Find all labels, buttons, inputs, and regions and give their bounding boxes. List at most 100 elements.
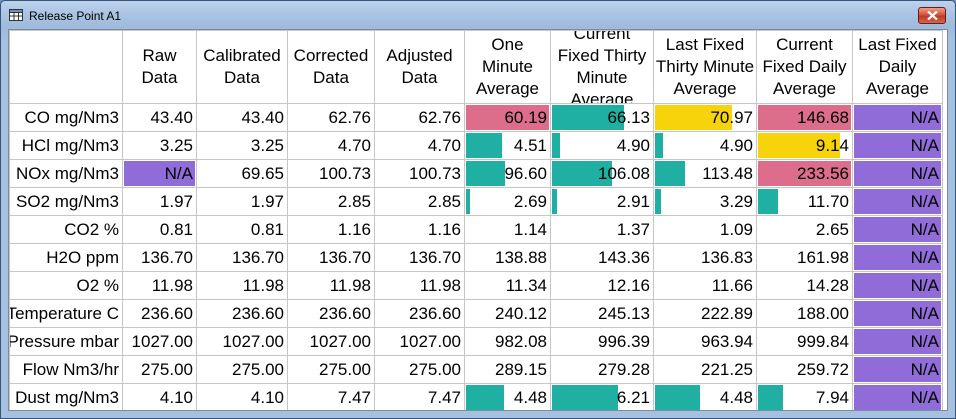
data-cell[interactable]: 4.48: [464, 383, 551, 410]
data-cell[interactable]: N/A: [852, 103, 943, 132]
data-cell[interactable]: 1027.00: [374, 327, 465, 356]
data-cell[interactable]: 233.56: [756, 159, 853, 188]
data-cell[interactable]: 275.00: [122, 355, 197, 384]
data-cell[interactable]: 1.37: [550, 215, 654, 244]
data-cell[interactable]: 1027.00: [287, 327, 375, 356]
data-cell[interactable]: 1027.00: [196, 327, 288, 356]
data-cell[interactable]: 4.51: [464, 131, 551, 160]
data-cell[interactable]: N/A: [852, 383, 943, 410]
data-cell[interactable]: 11.70: [756, 187, 853, 216]
table-row[interactable]: HCl mg/Nm3 3.25 3.25 4.70 4.70 4.51 4.90 4.90 9.…: [9, 131, 943, 160]
data-cell[interactable]: 7.47: [374, 383, 465, 410]
column-header-corrected-data[interactable]: Corrected Data: [287, 30, 375, 104]
data-cell[interactable]: 4.10: [196, 383, 288, 410]
table-row[interactable]: Pressure mbar 1027.00 1027.00 1027.00 1027.0…: [9, 327, 943, 356]
data-cell[interactable]: 2.91: [550, 187, 654, 216]
data-cell[interactable]: 2.69: [464, 187, 551, 216]
data-cell[interactable]: 222.89: [653, 299, 757, 328]
data-cell[interactable]: 275.00: [374, 355, 465, 384]
data-cell[interactable]: 3.25: [196, 131, 288, 160]
data-cell[interactable]: 146.68: [756, 103, 853, 132]
data-cell[interactable]: 136.70: [287, 243, 375, 272]
data-cell[interactable]: 4.90: [653, 131, 757, 160]
data-cell[interactable]: 963.94: [653, 327, 757, 356]
data-cell[interactable]: 0.81: [122, 215, 197, 244]
data-cell[interactable]: 113.48: [653, 159, 757, 188]
column-header-last-fixed-thirty-minute-average[interactable]: Last Fixed Thirty Minute Average: [653, 30, 757, 104]
data-cell[interactable]: N/A: [852, 159, 943, 188]
data-cell[interactable]: 161.98: [756, 243, 853, 272]
data-cell[interactable]: 259.72: [756, 355, 853, 384]
data-cell[interactable]: N/A: [122, 159, 197, 188]
column-header-one-minute-average[interactable]: One Minute Average: [464, 30, 551, 104]
data-cell[interactable]: 106.08: [550, 159, 654, 188]
data-cell[interactable]: 143.36: [550, 243, 654, 272]
data-cell[interactable]: 245.13: [550, 299, 654, 328]
column-header-calibrated-data[interactable]: Calibrated Data: [196, 30, 288, 104]
data-cell[interactable]: 4.90: [550, 131, 654, 160]
data-cell[interactable]: N/A: [852, 271, 943, 300]
data-cell[interactable]: 43.40: [196, 103, 288, 132]
table-row[interactable]: Flow Nm3/hr 275.00 275.00 275.00 275.00 289.1…: [9, 355, 943, 384]
data-cell[interactable]: 1.97: [196, 187, 288, 216]
table-row[interactable]: CO mg/Nm3 43.40 43.40 62.76 62.76 60.19 66.13 7…: [9, 103, 943, 132]
data-cell[interactable]: 11.98: [374, 271, 465, 300]
column-header-last-fixed-daily-average[interactable]: Last Fixed Daily Average: [852, 30, 943, 104]
table-row[interactable]: Dust mg/Nm3 4.10 4.10 7.47 7.47 4.48 6.21 4.48 7…: [9, 383, 943, 410]
column-header-raw-data[interactable]: Raw Data: [122, 30, 197, 104]
data-cell[interactable]: N/A: [852, 131, 943, 160]
data-cell[interactable]: N/A: [852, 327, 943, 356]
data-cell[interactable]: N/A: [852, 187, 943, 216]
data-cell[interactable]: 7.47: [287, 383, 375, 410]
data-cell[interactable]: 236.60: [122, 299, 197, 328]
data-cell[interactable]: 9.14: [756, 131, 853, 160]
data-cell[interactable]: 11.98: [287, 271, 375, 300]
data-cell[interactable]: 1.14: [464, 215, 551, 244]
data-cell[interactable]: 3.29: [653, 187, 757, 216]
data-cell[interactable]: 66.13: [550, 103, 654, 132]
data-cell[interactable]: 279.28: [550, 355, 654, 384]
data-cell[interactable]: 11.98: [122, 271, 197, 300]
data-cell[interactable]: 1.16: [374, 215, 465, 244]
data-cell[interactable]: 14.28: [756, 271, 853, 300]
data-cell[interactable]: N/A: [852, 243, 943, 272]
table-row[interactable]: CO2 % 0.81 0.81 1.16 1.16 1.14 1.37 1.09 2.65 N/A: [9, 215, 943, 244]
data-cell[interactable]: 11.98: [196, 271, 288, 300]
data-cell[interactable]: 136.83: [653, 243, 757, 272]
title-bar[interactable]: Release Point A1: [1, 1, 955, 29]
table-row[interactable]: H2O ppm 136.70 136.70 136.70 136.70 138.88 143…: [9, 243, 943, 272]
table-row[interactable]: O2 % 11.98 11.98 11.98 11.98 11.34 12.16 11.66 1…: [9, 271, 943, 300]
column-header-current-fixed-thirty-minute-average[interactable]: Current Fixed Thirty Minute Average: [550, 30, 654, 104]
data-cell[interactable]: 2.65: [756, 215, 853, 244]
data-cell[interactable]: 275.00: [287, 355, 375, 384]
data-cell[interactable]: 4.48: [653, 383, 757, 410]
data-cell[interactable]: 236.60: [374, 299, 465, 328]
data-cell[interactable]: 60.19: [464, 103, 551, 132]
data-cell[interactable]: 7.94: [756, 383, 853, 410]
data-cell[interactable]: 236.60: [287, 299, 375, 328]
data-cell[interactable]: 2.85: [287, 187, 375, 216]
data-cell[interactable]: 4.10: [122, 383, 197, 410]
data-cell[interactable]: 4.70: [287, 131, 375, 160]
data-cell[interactable]: 136.70: [122, 243, 197, 272]
data-cell[interactable]: 1.97: [122, 187, 197, 216]
table-row[interactable]: NOx mg/Nm3 N/A 69.65 100.73 100.73 96.60 106.0…: [9, 159, 943, 188]
data-cell[interactable]: 996.39: [550, 327, 654, 356]
data-cell[interactable]: 188.00: [756, 299, 853, 328]
data-cell[interactable]: 221.25: [653, 355, 757, 384]
data-cell[interactable]: 136.70: [374, 243, 465, 272]
data-cell[interactable]: 70.97: [653, 103, 757, 132]
table-row[interactable]: Temperature C 236.60 236.60 236.60 236.60 240…: [9, 299, 943, 328]
data-cell[interactable]: 982.08: [464, 327, 551, 356]
data-cell[interactable]: 100.73: [374, 159, 465, 188]
data-cell[interactable]: 138.88: [464, 243, 551, 272]
data-cell[interactable]: N/A: [852, 355, 943, 384]
data-cell[interactable]: 4.70: [374, 131, 465, 160]
data-cell[interactable]: 1027.00: [122, 327, 197, 356]
data-cell[interactable]: 3.25: [122, 131, 197, 160]
data-cell[interactable]: 0.81: [196, 215, 288, 244]
data-cell[interactable]: 96.60: [464, 159, 551, 188]
data-cell[interactable]: 43.40: [122, 103, 197, 132]
data-cell[interactable]: 275.00: [196, 355, 288, 384]
data-cell[interactable]: 12.16: [550, 271, 654, 300]
